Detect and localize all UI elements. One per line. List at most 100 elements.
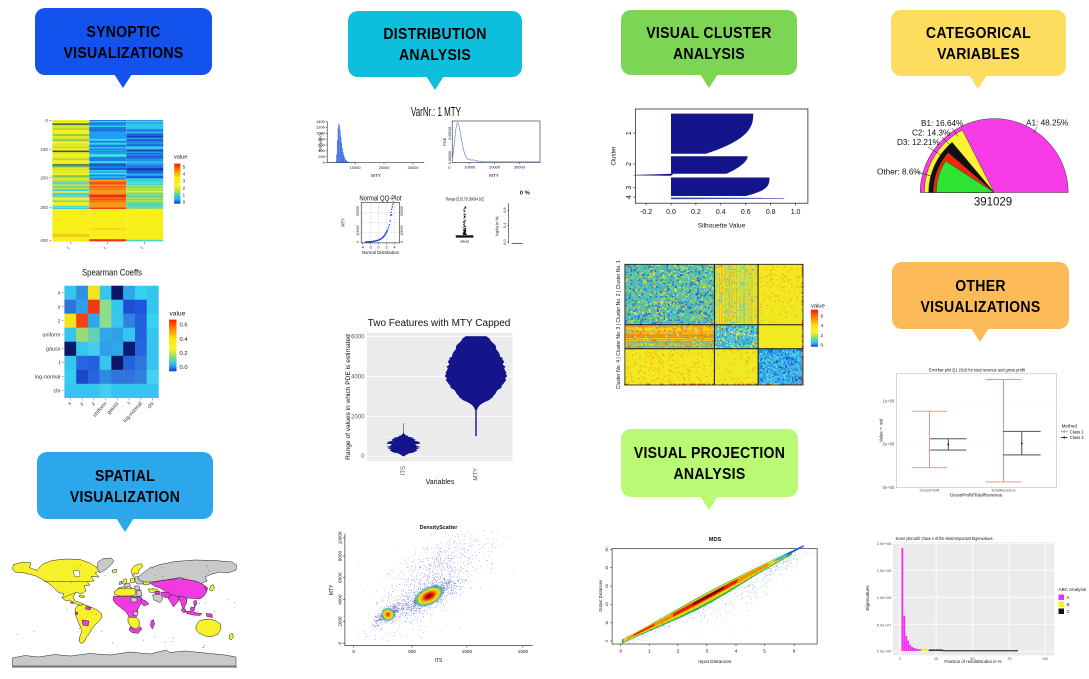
svg-text:0: 0 [323, 160, 326, 165]
svg-text:30000: 30000 [514, 165, 526, 170]
svg-text:8000: 8000 [337, 550, 342, 561]
svg-text:0.8: 0.8 [766, 209, 776, 216]
svg-text:2: 2 [821, 333, 824, 339]
svg-text:Two Features with MTY Capped: Two Features with MTY Capped [368, 318, 511, 329]
svg-text:5.0e+07: 5.0e+07 [877, 622, 892, 627]
svg-text:0: 0 [400, 241, 404, 243]
svg-text:0 %: 0 % [520, 191, 530, 197]
svg-text:f.: f. [103, 245, 108, 250]
svg-text:0.6: 0.6 [741, 209, 751, 216]
svg-text:Output Distances: Output Distances [598, 580, 603, 612]
svg-text:log-normal: log-normal [122, 401, 144, 424]
svg-text:chi: chi [147, 401, 156, 410]
svg-text:C2: 14.3%: C2: 14.3% [912, 129, 950, 138]
svg-text:4000: 4000 [337, 594, 342, 605]
svg-text:Variables: Variables [426, 479, 455, 486]
svg-text:75: 75 [1007, 657, 1011, 661]
svg-text:Range of values in which PDE i: Range of values in which PDE is estimate… [345, 334, 352, 460]
svg-text:0: 0 [356, 241, 360, 243]
svg-text:400: 400 [318, 148, 325, 153]
svg-text:y: y [58, 305, 61, 311]
svg-text:1e+09: 1e+09 [883, 398, 895, 403]
svg-text:ITS: ITS [401, 466, 407, 475]
svg-text:50: 50 [605, 548, 609, 552]
svg-text:Method: Method [1062, 423, 1078, 428]
svg-text:A: A [1067, 595, 1070, 600]
svg-text:0: 0 [899, 657, 901, 661]
svg-text:1000: 1000 [316, 131, 325, 136]
svg-text:MTY: MTY [329, 584, 335, 595]
svg-text:0.00000: 0.00000 [448, 151, 452, 164]
svg-text:6: 6 [793, 649, 796, 655]
svg-text:MTY: MTY [473, 468, 479, 481]
svg-text:1.5e+08: 1.5e+08 [877, 568, 892, 573]
svg-text:10000: 10000 [350, 165, 362, 170]
svg-text:0: 0 [352, 649, 355, 654]
svg-text:MTY: MTY [371, 173, 381, 178]
svg-text:Normal QQ-Plot: Normal QQ-Plot [359, 196, 401, 203]
svg-text:600: 600 [318, 142, 325, 147]
svg-text:2000: 2000 [337, 616, 342, 627]
svg-text:6000: 6000 [337, 572, 342, 583]
svg-text:log-normal: log-normal [35, 375, 60, 381]
svg-text:30: 30 [605, 584, 609, 588]
svg-text:Range [315.79,39694.92]: Range [315.79,39694.92] [446, 197, 484, 202]
svg-text:NaNs in %: NaNs in % [495, 216, 500, 236]
svg-text:0: 0 [361, 454, 365, 460]
svg-text:TotalRevenue: TotalRevenue [991, 488, 1016, 493]
svg-text:Cluster No. 4 | Cluster No. 3: Cluster No. 4 | Cluster No. 3 | Cluster … [616, 260, 622, 389]
svg-text:1400: 1400 [316, 119, 325, 124]
svg-text:Fraction of resultsNodes in %: Fraction of resultsNodes in % [944, 659, 1001, 664]
svg-text:GrossProfit/TotalRevenue: GrossProfit/TotalRevenue [950, 493, 1003, 498]
svg-text:0: 0 [45, 118, 48, 123]
svg-text:391029: 391029 [974, 197, 1012, 209]
svg-text:10: 10 [605, 621, 609, 625]
svg-text:20000: 20000 [489, 165, 501, 170]
svg-text:0: 0 [619, 649, 622, 655]
svg-text:2: 2 [626, 162, 633, 166]
svg-text:values: values [460, 239, 470, 243]
svg-text:4000: 4000 [351, 375, 365, 381]
svg-text:y: y [79, 401, 85, 407]
svg-text:0e+00: 0e+00 [883, 485, 895, 490]
svg-text:Eigenvalues: Eigenvalues [865, 585, 870, 611]
svg-text:1: 1 [183, 192, 186, 197]
svg-text:1200: 1200 [316, 125, 325, 130]
svg-text:300: 300 [40, 205, 48, 210]
svg-text:Input Distances: Input Distances [698, 659, 732, 665]
svg-text:Normal Distribution: Normal Distribution [362, 250, 400, 255]
svg-text:Class 2: Class 2 [1070, 435, 1085, 440]
svg-text:t: t [127, 401, 133, 407]
svg-text:10000: 10000 [400, 225, 404, 235]
svg-text:5: 5 [763, 649, 766, 655]
svg-text:0.0: 0.0 [502, 239, 507, 245]
svg-text:6000: 6000 [351, 335, 365, 341]
svg-text:Silhouette Value: Silhouette Value [698, 223, 746, 230]
svg-text:40: 40 [605, 566, 609, 570]
svg-text:0.4: 0.4 [716, 209, 726, 216]
svg-text:400: 400 [40, 238, 48, 243]
svg-text:D3: 12.21%: D3: 12.21% [897, 138, 940, 147]
svg-text:1500: 1500 [518, 649, 529, 654]
svg-text:Cluster: Cluster [612, 146, 618, 165]
svg-text:Value +- std: Value +- std [879, 418, 884, 442]
svg-text:4: 4 [393, 244, 396, 249]
svg-text:20000: 20000 [379, 165, 391, 170]
svg-text:0.4: 0.4 [502, 222, 507, 228]
svg-text:z: z [91, 401, 97, 407]
svg-text:3: 3 [183, 178, 186, 183]
svg-text:50: 50 [970, 657, 974, 661]
svg-text:B: B [1067, 602, 1070, 607]
svg-text:-4: -4 [361, 244, 365, 249]
svg-text:0.0: 0.0 [666, 209, 676, 216]
svg-text:100: 100 [40, 147, 48, 152]
svg-text:2: 2 [183, 185, 186, 190]
svg-text:0.6: 0.6 [180, 323, 188, 329]
svg-text:200: 200 [40, 175, 48, 180]
svg-text:3: 3 [626, 186, 633, 190]
svg-text:Other: 8.6%: Other: 8.6% [877, 168, 921, 177]
svg-text:0: 0 [447, 166, 452, 169]
svg-text:value: value [811, 304, 825, 310]
svg-text:0: 0 [821, 343, 824, 349]
svg-text:800: 800 [318, 137, 325, 142]
